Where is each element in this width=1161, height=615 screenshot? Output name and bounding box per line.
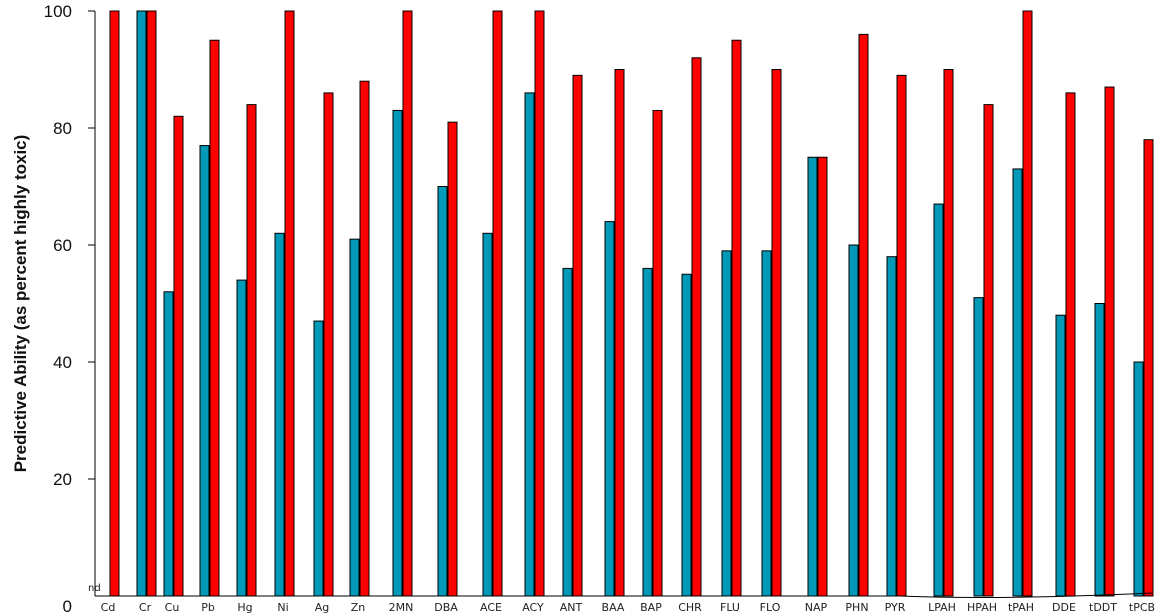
x-tick-label: FLO [760, 601, 781, 614]
y-axis-ticks: 0 20 40 60 80 100 [44, 2, 95, 615]
x-tick-label: tPCB [1129, 601, 1155, 614]
bar-series-1-pb [199, 145, 210, 597]
bar-series-2-acy [534, 10, 545, 597]
bar-series-1-phn [848, 244, 859, 597]
bar-series-1-ag [313, 320, 324, 597]
bar-series-2-ni [284, 10, 295, 597]
x-tick-label: Zn [351, 601, 366, 614]
bar-series-1-hpah [973, 297, 984, 597]
x-tick-label: ACY [522, 601, 544, 614]
y-tick-label: 40 [53, 353, 72, 372]
x-tick-label: tPAH [1008, 601, 1034, 614]
x-tick-label: Cu [165, 601, 180, 614]
x-tick-label: LPAH [928, 601, 956, 614]
bar-series-2-lpah [943, 69, 954, 597]
x-tick-label: BAA [602, 601, 625, 614]
x-axis-labels: Cd Cr Cu Pb Hg Ni Ag Zn 2MN DBA ACE ACY ANT BAA BAP CHR… [101, 601, 1155, 614]
bar-series-1-flo [761, 250, 772, 597]
bar-series-1-ace [482, 232, 493, 597]
bar-series-2-baa [614, 69, 625, 597]
bar-series-1-tpah [1012, 168, 1023, 597]
axis-lines [94, 11, 1153, 598]
x-tick-label: BAP [640, 601, 662, 614]
x-tick-label: DBA [434, 601, 458, 614]
bar-series-2-phn [858, 33, 869, 597]
annotations: nd [88, 583, 101, 594]
x-tick-label: Ag [315, 601, 330, 614]
no-data-annotation: nd [88, 583, 101, 594]
y-tick-label: 20 [53, 470, 72, 489]
bar-series-2-2mn [402, 10, 413, 597]
x-tick-label: NAP [805, 601, 828, 614]
bar-series-2-ace [492, 10, 503, 597]
bar-series-1-chr [681, 273, 692, 597]
bars [109, 10, 1154, 597]
bar-series-2-tpcb [1143, 139, 1154, 597]
x-tick-label: Pb [201, 601, 215, 614]
bar-series-2-hpah [983, 104, 994, 597]
bar-series-2-chr [691, 57, 702, 597]
bar-series-2-nap [817, 156, 828, 597]
bar-series-1-cr [136, 10, 147, 597]
x-tick-label: Hg [237, 601, 252, 614]
bar-series-2-dba [447, 121, 458, 597]
x-tick-label: FLU [720, 601, 740, 614]
bar-series-1-ant [562, 267, 573, 597]
x-tick-label: ACE [480, 601, 502, 614]
bar-series-1-bap [642, 267, 653, 597]
bar-series-1-baa [604, 221, 615, 597]
y-tick-label: 80 [53, 119, 72, 138]
bar-series-2-ag [323, 92, 334, 597]
y-tick-label: 60 [53, 236, 72, 255]
bar-series-1-pyr [886, 256, 897, 597]
x-tick-label: DDE [1052, 601, 1076, 614]
x-axis-line [95, 592, 1153, 598]
bar-series-1-dba [437, 186, 448, 597]
x-tick-label: Ni [277, 601, 288, 614]
bar-series-2-tpah [1022, 10, 1033, 597]
bar-series-2-zn [359, 80, 370, 597]
bar-series-2-ant [572, 74, 583, 597]
x-tick-label: 2MN [389, 601, 414, 614]
x-tick-label: CHR [678, 601, 702, 614]
bar-series-2-dde [1065, 92, 1076, 597]
y-axis-label-group: Predictive Ability (as percent highly to… [11, 135, 30, 473]
bar-series-1-dde [1055, 314, 1066, 597]
bar-series-2-flo [771, 69, 782, 597]
bar-series-1-zn [349, 238, 360, 597]
bar-series-1-lpah [933, 203, 944, 597]
y-axis-title: Predictive Ability (as percent highly to… [11, 135, 30, 473]
x-tick-label: PYR [885, 601, 906, 614]
bar-series-2-cu [173, 115, 184, 597]
bar-series-2-tddt [1104, 86, 1115, 597]
bar-series-1-cu [163, 291, 174, 597]
bar-series-1-hg [236, 279, 247, 597]
bar-series-2-cd [109, 10, 120, 597]
x-tick-label: PHN [845, 601, 868, 614]
bar-series-2-bap [652, 109, 663, 597]
bar-series-2-pyr [896, 74, 907, 597]
bar-series-1-flu [721, 250, 732, 597]
bar-series-1-2mn [392, 109, 403, 597]
x-tick-label: ANT [560, 601, 583, 614]
y-tick-label: 100 [44, 2, 72, 21]
bar-series-2-flu [731, 39, 742, 597]
bar-series-1-nap [807, 156, 818, 597]
x-tick-label: Cd [101, 601, 116, 614]
bar-series-2-hg [246, 104, 257, 597]
bar-series-1-ni [274, 232, 285, 597]
bar-series-2-pb [209, 39, 220, 597]
bar-series-2-cr [146, 10, 157, 597]
x-tick-label: tDDT [1089, 601, 1117, 614]
bar-series-1-tddt [1094, 303, 1105, 597]
x-tick-label: HPAH [967, 601, 997, 614]
x-tick-label: Cr [139, 601, 152, 614]
bar-series-1-tpcb [1133, 361, 1144, 597]
bar-series-1-acy [524, 92, 535, 597]
y-tick-label: 0 [63, 597, 72, 615]
